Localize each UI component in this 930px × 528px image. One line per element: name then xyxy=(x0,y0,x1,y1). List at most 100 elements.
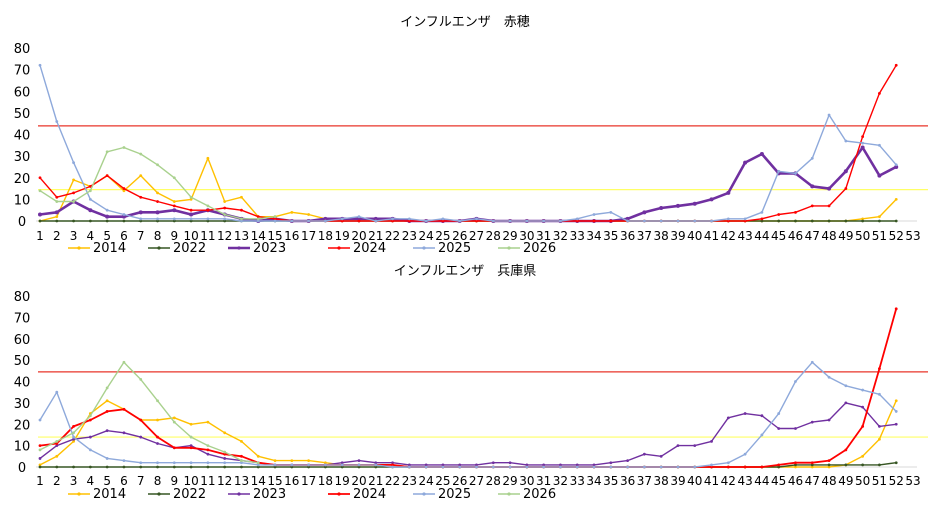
data-point xyxy=(340,461,344,465)
data-point xyxy=(525,463,529,467)
data-point xyxy=(844,139,848,143)
x-tick-label: 31 xyxy=(536,474,551,488)
legend-item: 2025 xyxy=(413,487,471,502)
x-tick-label: 33 xyxy=(570,229,585,243)
data-point xyxy=(743,412,747,415)
data-point xyxy=(407,463,411,467)
data-point xyxy=(189,195,193,199)
x-tick-label: 27 xyxy=(469,229,484,243)
x-tick-label: 24 xyxy=(418,474,433,488)
data-point xyxy=(575,465,579,469)
data-point xyxy=(743,465,747,469)
series-2014 xyxy=(38,399,898,469)
data-point xyxy=(223,200,227,203)
data-point xyxy=(726,217,730,221)
data-point xyxy=(88,185,92,188)
data-point xyxy=(877,173,882,178)
data-point xyxy=(223,457,227,460)
data-point xyxy=(844,463,848,467)
data-point xyxy=(794,219,797,223)
legend-marker xyxy=(77,492,81,496)
data-point xyxy=(172,217,176,221)
data-point xyxy=(105,399,109,403)
data-point xyxy=(172,176,176,180)
data-point xyxy=(659,465,663,469)
x-tick-label: 20 xyxy=(351,229,366,243)
x-tick-label: 5 xyxy=(103,474,111,488)
data-point xyxy=(810,420,814,424)
data-point xyxy=(55,439,59,443)
data-point xyxy=(575,463,579,467)
data-point xyxy=(55,444,59,448)
x-tick-label: 25 xyxy=(435,474,450,488)
data-point xyxy=(122,187,126,190)
legend-marker xyxy=(237,492,241,496)
data-point xyxy=(172,461,176,465)
data-point xyxy=(189,422,193,426)
x-tick-label: 11 xyxy=(200,229,215,243)
x-tick-label: 49 xyxy=(838,474,853,488)
data-point xyxy=(726,461,730,465)
data-point xyxy=(777,169,781,173)
data-point xyxy=(777,219,781,223)
data-point xyxy=(122,213,126,216)
data-point xyxy=(760,217,764,221)
data-point xyxy=(525,465,529,469)
x-tick-label: 26 xyxy=(452,229,467,243)
data-point xyxy=(138,210,143,215)
data-point xyxy=(105,174,109,177)
x-tick-label: 28 xyxy=(486,229,501,243)
data-point xyxy=(743,217,747,221)
legend-label: 2014 xyxy=(93,241,126,256)
data-point xyxy=(38,219,42,223)
x-tick-label: 48 xyxy=(821,229,836,243)
data-point xyxy=(642,452,646,456)
legend-item: 2025 xyxy=(413,241,471,256)
x-tick-label: 12 xyxy=(217,474,232,488)
data-point xyxy=(827,375,831,379)
data-point xyxy=(356,216,361,221)
data-point xyxy=(290,210,294,214)
x-tick-label: 40 xyxy=(687,229,702,243)
y-tick-label: 30 xyxy=(14,397,31,412)
data-point xyxy=(240,219,243,223)
x-tick-label: 9 xyxy=(170,229,178,243)
data-point xyxy=(726,219,730,223)
data-point xyxy=(88,208,93,213)
x-tick-label: 8 xyxy=(154,474,162,488)
x-tick-label: 43 xyxy=(737,474,752,488)
x-tick-label: 44 xyxy=(754,229,769,243)
x-tick-label: 50 xyxy=(855,229,870,243)
data-point xyxy=(794,172,797,175)
x-tick-label: 23 xyxy=(402,229,417,243)
data-point xyxy=(139,435,143,439)
data-point xyxy=(256,465,260,469)
data-point xyxy=(559,463,562,467)
data-point xyxy=(491,219,495,223)
data-point xyxy=(72,439,75,443)
x-tick-label: 42 xyxy=(721,229,736,243)
data-point xyxy=(843,169,848,174)
data-point xyxy=(88,435,92,439)
x-tick-label: 16 xyxy=(284,474,299,488)
x-tick-label: 10 xyxy=(183,474,198,488)
x-tick-label: 22 xyxy=(385,474,400,488)
data-point xyxy=(844,384,848,388)
data-point xyxy=(122,431,126,435)
data-point xyxy=(55,454,59,458)
data-point xyxy=(894,163,898,167)
data-point xyxy=(55,219,59,223)
data-point xyxy=(878,219,881,223)
x-tick-label: 37 xyxy=(637,229,652,243)
data-point xyxy=(810,219,814,223)
data-point xyxy=(273,463,277,467)
data-point xyxy=(878,367,881,371)
data-point xyxy=(72,424,75,428)
x-tick-label: 48 xyxy=(821,474,836,488)
y-tick-label: 10 xyxy=(14,440,31,455)
legend-item: 2026 xyxy=(498,241,556,256)
data-point xyxy=(794,210,797,214)
data-point xyxy=(894,63,898,67)
